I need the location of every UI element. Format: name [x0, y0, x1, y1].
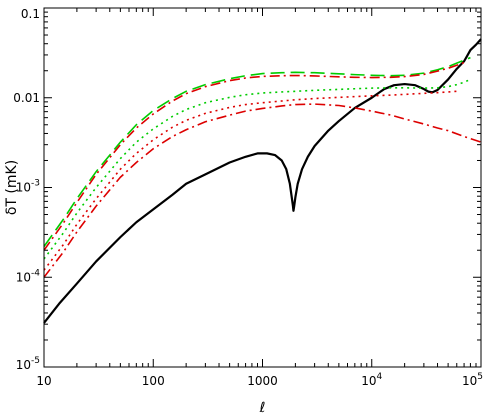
series-layer: [43, 38, 482, 324]
x-axis-label: ℓ: [259, 400, 266, 416]
series-line-1: [43, 56, 471, 247]
series-line-0: [43, 38, 482, 324]
x-tick-label: 100: [142, 374, 165, 388]
y-tick-label: 0.1: [21, 7, 40, 21]
x-tick-label: 105: [462, 372, 483, 388]
series-line-4: [43, 90, 457, 271]
series-line-2: [43, 61, 465, 251]
y-axis-label: δT (mK): [4, 160, 20, 215]
y-tick-label: 10-4: [16, 268, 41, 284]
plot-frame: [43, 7, 482, 368]
y-tick-label: 0.01: [13, 91, 40, 105]
ticks-layer: 10 100 1000 104 105 10-5 10-4 10-3 0.01 0.1: [13, 7, 483, 388]
y-tick-label: 10-5: [16, 356, 40, 372]
x-tick-label: 10: [36, 374, 51, 388]
series-line-3: [43, 78, 471, 260]
x-tick-label: 104: [361, 372, 382, 388]
series-line-5: [43, 103, 482, 278]
x-tick-label: 1000: [247, 374, 278, 388]
y-tick-label: 10-3: [16, 179, 40, 195]
